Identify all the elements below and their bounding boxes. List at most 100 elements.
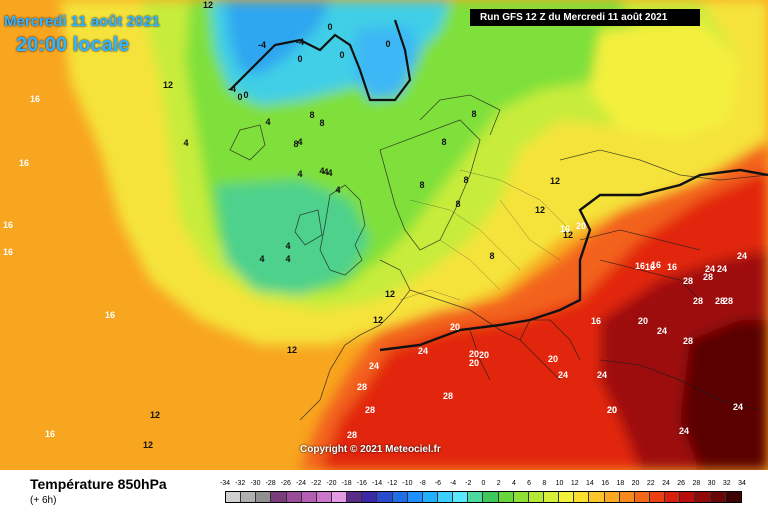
legend-swatch — [256, 492, 272, 502]
isotherm-value-label: 0 — [237, 92, 242, 102]
isotherm-value-label: 16 — [591, 316, 601, 326]
isotherm-value-label: 16 — [19, 158, 29, 168]
legend-swatch — [695, 492, 711, 502]
isotherm-value-label: -4 — [296, 37, 304, 47]
forecast-date: Mercredi 11 août 2021 — [4, 13, 160, 30]
isotherm-value-label: 16 — [30, 94, 40, 104]
isotherm-value-label: 16 — [3, 247, 13, 257]
isotherm-value-label: 4 — [265, 117, 270, 127]
isotherm-value-label: 20 — [469, 349, 479, 359]
legend-swatch — [286, 492, 302, 502]
legend-swatch — [437, 492, 454, 502]
isotherm-value-label: 8 — [441, 137, 446, 147]
legend-tick-label: -16 — [356, 480, 367, 487]
legend-tick-label: -14 — [371, 480, 383, 487]
isotherm-value-label: 12 — [373, 315, 383, 325]
isotherm-value-label: 0 — [297, 54, 302, 64]
legend-swatch — [604, 492, 620, 502]
legend-swatch — [422, 492, 438, 502]
legend-swatch — [559, 492, 575, 502]
legend-swatch — [241, 492, 257, 502]
isotherm-value-label: 24 — [705, 264, 715, 274]
legend-swatch — [710, 492, 726, 502]
legend-swatch — [619, 492, 635, 502]
temperature-map: 0-4 -4000-4004444488844444488888812121212… — [0, 0, 768, 470]
legend-tick-label: 2 — [496, 480, 501, 487]
legend-swatch — [513, 492, 529, 502]
isotherm-value-label: 28 — [347, 430, 357, 440]
legend-swatch — [468, 492, 484, 502]
legend-tick-label: -2 — [465, 480, 472, 487]
color-scale-bar — [225, 491, 742, 503]
isotherm-value-label: 4 — [319, 166, 324, 176]
isotherm-value-label: 20 — [576, 221, 586, 231]
isotherm-value-label: 8 — [293, 139, 298, 149]
isotherm-value-label: 24 — [369, 361, 379, 371]
legend-tick-label: 10 — [555, 480, 564, 487]
isotherm-value-label: 16 — [3, 220, 13, 230]
legend-swatch — [680, 492, 696, 502]
legend-swatch — [453, 492, 469, 502]
isotherm-value-label: 28 — [357, 382, 367, 392]
legend-swatch — [407, 492, 423, 502]
legend-swatch — [725, 492, 741, 502]
legend-tick-label: -4 — [449, 480, 457, 487]
forecast-step: (+ 6h) — [30, 495, 57, 506]
legend-tick-label: 4 — [511, 480, 516, 487]
isotherm-value-label: 16 — [667, 262, 677, 272]
isotherm-value-label: 8 — [309, 110, 314, 120]
legend-swatch — [665, 492, 681, 502]
isotherm-value-label: 16 — [105, 310, 115, 320]
legend-tick-labels: -34 -32 -30 -28 -26 -24 -22 -20 -18 -16 -14 -12 -10-… — [0, 480, 768, 490]
legend-swatch — [301, 492, 317, 502]
band-teal — [215, 180, 370, 295]
legend-tick-label: 32 — [722, 480, 731, 487]
isotherm-value-label: 12 — [150, 410, 160, 420]
legend-swatch — [528, 492, 544, 502]
legend-tick-label: -30 — [250, 480, 261, 487]
legend-tick-label: 24 — [662, 480, 670, 487]
legend-tick-label: 28 — [692, 480, 701, 487]
legend-tick-label: -26 — [280, 480, 291, 487]
legend-swatch — [316, 492, 332, 502]
isotherm-value-label: 12 — [203, 0, 213, 10]
legend-swatch — [634, 492, 650, 502]
legend-tick-label: -12 — [387, 480, 398, 487]
isotherm-value-label: 28 — [703, 272, 713, 282]
temperature-field — [60, 0, 768, 470]
isotherm-value-label: 24 — [558, 370, 568, 380]
variable-title: Température 850hPa — [30, 476, 167, 492]
legend-tick-label: -20 — [326, 480, 337, 487]
legend-swatch — [226, 492, 242, 502]
legend-tick-label: -18 — [341, 480, 352, 487]
isotherm-value-label: 12 — [163, 80, 173, 90]
isotherm-value-label: 16 — [645, 262, 655, 272]
legend-swatch — [543, 492, 560, 502]
isotherm-value-label: 0 — [339, 50, 344, 60]
band-east-yellow — [590, 20, 740, 140]
isotherm-value-label: 8 — [463, 175, 468, 185]
isotherm-value-label: 24 — [717, 264, 727, 274]
isotherm-value-label: 24 — [418, 346, 428, 356]
legend-swatch — [589, 492, 605, 502]
isotherm-value-label: 0 — [385, 39, 390, 49]
isotherm-value-label: 20 — [607, 405, 617, 415]
isotherm-value-label: 8 — [419, 180, 424, 190]
band-cold-blue — [225, 0, 330, 75]
isotherm-value-label: 8 — [489, 251, 494, 261]
isotherm-value-label: 24 — [597, 370, 607, 380]
isotherm-value-label: 4 — [285, 241, 290, 251]
isotherm-value-label: 28 — [723, 296, 733, 306]
isotherm-value-label: 20 — [469, 358, 479, 368]
isotherm-value-label: 12 — [563, 230, 573, 240]
isotherm-value-label: 4 — [297, 137, 302, 147]
isotherm-value-label: 12 — [550, 176, 560, 186]
isotherm-value-label: 4 — [183, 138, 188, 148]
isotherm-twenty — [379, 168, 768, 352]
legend-tick-label: -22 — [311, 480, 322, 487]
isotherm-value-label: 28 — [693, 296, 703, 306]
legend-swatch — [498, 492, 514, 502]
legend-swatch — [483, 492, 499, 502]
isotherm-value-label: 0 — [327, 22, 332, 32]
isotherm-value-label: 20 — [548, 354, 558, 364]
